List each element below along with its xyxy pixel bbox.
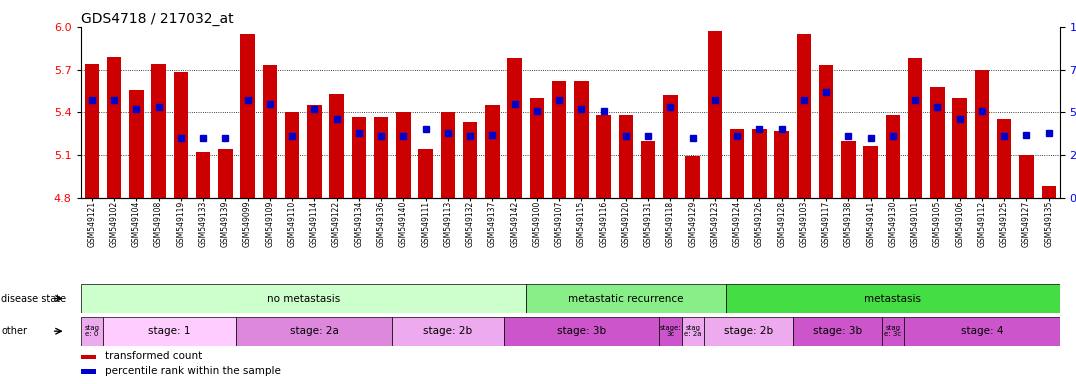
- Bar: [526, 284, 726, 313]
- Text: stage: 4: stage: 4: [961, 326, 1003, 336]
- Bar: [463, 122, 478, 198]
- Bar: [504, 317, 660, 346]
- Bar: [81, 284, 526, 313]
- Bar: [237, 317, 393, 346]
- Bar: [81, 369, 96, 374]
- Bar: [529, 98, 544, 198]
- Bar: [708, 31, 722, 198]
- Text: metastasis: metastasis: [864, 293, 921, 304]
- Text: percentile rank within the sample: percentile rank within the sample: [104, 366, 281, 376]
- Bar: [173, 73, 188, 198]
- Bar: [329, 94, 344, 198]
- Bar: [396, 112, 411, 198]
- Text: metastatic recurrence: metastatic recurrence: [568, 293, 683, 304]
- Bar: [931, 87, 945, 198]
- Text: stage:
3c: stage: 3c: [660, 326, 681, 337]
- Text: stag
e: 0: stag e: 0: [84, 326, 99, 337]
- Bar: [663, 95, 678, 198]
- Bar: [240, 34, 255, 198]
- Bar: [81, 317, 103, 346]
- Bar: [107, 57, 122, 198]
- Bar: [908, 58, 922, 198]
- Bar: [796, 34, 811, 198]
- Text: stag
e: 3c: stag e: 3c: [884, 326, 902, 337]
- Bar: [419, 149, 433, 198]
- Text: stage: 2a: stage: 2a: [289, 326, 339, 336]
- Bar: [997, 119, 1011, 198]
- Text: stag
e: 2a: stag e: 2a: [684, 326, 702, 337]
- Bar: [575, 81, 589, 198]
- Text: stage: 2b: stage: 2b: [423, 326, 472, 336]
- Bar: [103, 317, 237, 346]
- Bar: [485, 105, 499, 198]
- Bar: [793, 317, 882, 346]
- Bar: [730, 129, 745, 198]
- Bar: [307, 105, 322, 198]
- Text: no metastasis: no metastasis: [267, 293, 340, 304]
- Bar: [393, 317, 504, 346]
- Text: transformed count: transformed count: [104, 351, 202, 361]
- Bar: [1019, 155, 1034, 198]
- Bar: [975, 70, 989, 198]
- Bar: [441, 112, 455, 198]
- Bar: [152, 64, 166, 198]
- Text: stage: 1: stage: 1: [148, 326, 190, 336]
- Bar: [1042, 186, 1056, 198]
- Bar: [81, 355, 96, 359]
- Bar: [863, 146, 878, 198]
- Bar: [285, 112, 299, 198]
- Bar: [886, 115, 901, 198]
- Bar: [85, 64, 99, 198]
- Bar: [641, 141, 655, 198]
- Bar: [596, 115, 611, 198]
- Bar: [352, 117, 366, 198]
- Bar: [882, 317, 904, 346]
- Bar: [726, 284, 1060, 313]
- Bar: [218, 149, 232, 198]
- Text: disease state: disease state: [1, 293, 67, 304]
- Bar: [685, 156, 699, 198]
- Text: stage: 3b: stage: 3b: [557, 326, 606, 336]
- Bar: [508, 58, 522, 198]
- Bar: [841, 141, 855, 198]
- Bar: [373, 117, 388, 198]
- Bar: [819, 65, 834, 198]
- Bar: [904, 317, 1060, 346]
- Bar: [619, 115, 633, 198]
- Bar: [752, 129, 767, 198]
- Bar: [660, 317, 681, 346]
- Bar: [952, 98, 967, 198]
- Bar: [263, 65, 278, 198]
- Text: other: other: [1, 326, 27, 336]
- Bar: [704, 317, 793, 346]
- Text: stage: 3b: stage: 3b: [812, 326, 862, 336]
- Bar: [196, 152, 210, 198]
- Text: GDS4718 / 217032_at: GDS4718 / 217032_at: [81, 12, 233, 26]
- Bar: [681, 317, 704, 346]
- Bar: [775, 131, 789, 198]
- Text: stage: 2b: stage: 2b: [724, 326, 773, 336]
- Bar: [552, 81, 566, 198]
- Bar: [129, 89, 143, 198]
